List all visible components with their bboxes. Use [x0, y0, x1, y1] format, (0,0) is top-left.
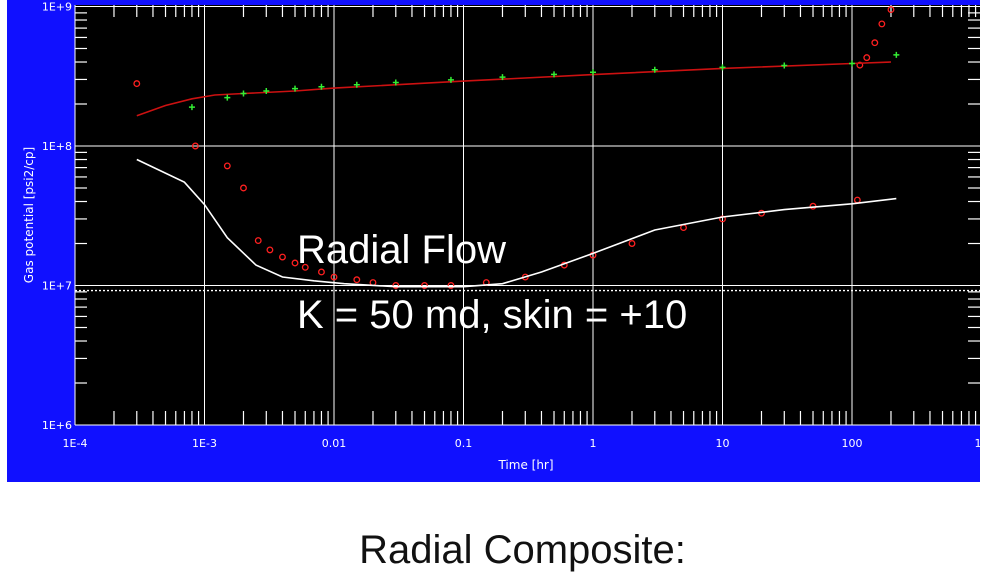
chart-panel: 1E-41E-30.010.1110100101E+61E+71E+81E+9 … — [7, 0, 980, 482]
series-derivative-points — [188, 51, 900, 111]
data-point-circle — [318, 268, 325, 276]
data-point-circle — [421, 282, 428, 289]
data-point-plus — [499, 74, 506, 81]
data-point-plus — [893, 51, 900, 58]
data-point-circle — [392, 282, 400, 289]
data-point-plus — [849, 60, 855, 67]
data-point-circle — [353, 276, 361, 284]
x-axis-title: Time [hr] — [497, 458, 553, 472]
x-tick-label: 0.01 — [322, 437, 347, 450]
minor-ticks — [75, 5, 980, 425]
data-point-circle — [871, 39, 879, 47]
data-point-circle — [254, 237, 262, 245]
pressure-change-model-line — [136, 61, 892, 117]
data-point-circle — [223, 162, 231, 170]
y-tick-label: 1E+9 — [42, 1, 72, 14]
data-point-circle — [301, 263, 309, 271]
data-point-plus — [590, 69, 596, 76]
plot-area — [75, 5, 980, 425]
data-point-circle — [863, 54, 871, 62]
x-tick-label: 1E-4 — [63, 437, 88, 450]
log-log-diagnostic-plot: 1E-41E-30.010.1110100101E+61E+71E+81E+9 … — [7, 0, 980, 482]
data-point-circle — [887, 6, 895, 14]
data-point-plus — [224, 94, 231, 101]
data-point-plus — [551, 71, 558, 78]
data-point-plus — [447, 76, 454, 83]
y-tick-label: 1E+7 — [42, 280, 72, 293]
data-point-plus — [353, 81, 360, 88]
data-point-plus — [719, 64, 726, 71]
data-point-circle — [878, 20, 886, 28]
data-point-plus — [292, 85, 299, 92]
x-tick-label: 1 — [590, 437, 597, 450]
data-point-plus — [392, 79, 399, 86]
derivative-model-line — [136, 158, 897, 288]
data-point-circle — [447, 282, 455, 289]
data-point-plus — [781, 62, 788, 69]
data-point-circle — [266, 246, 274, 254]
data-point-circle — [133, 80, 141, 88]
y-tick-label: 1E+6 — [42, 419, 72, 432]
series-pressure-change-model — [136, 61, 892, 117]
axis-labels: 1E-4 1E-3 0.01 0.1 1 10 100 10 1E+6 1E+7 1E+8 1E+9 — [42, 1, 980, 451]
x-tick-label: 1E-3 — [192, 437, 217, 450]
data-point-circle — [330, 273, 338, 281]
data-point-circle — [628, 240, 636, 247]
data-series — [133, 6, 900, 289]
data-point-plus — [188, 104, 195, 111]
annotation-radial-flow: Radial Flow — [297, 228, 506, 272]
data-point-plus — [240, 90, 247, 97]
y-axis-title: Gas potential [psi2/cp] — [22, 147, 36, 283]
data-point-plus — [263, 87, 270, 94]
slide-caption: Radial Composite: — [359, 528, 686, 572]
data-point-plus — [318, 83, 325, 90]
x-tick-label: 100 — [842, 437, 863, 450]
x-tick-label: 0.1 — [455, 437, 473, 450]
data-point-circle — [856, 61, 864, 69]
data-point-circle — [719, 215, 726, 223]
data-point-circle — [191, 142, 199, 150]
x-tick-label: 10 — [716, 437, 730, 450]
data-point-circle — [291, 259, 299, 267]
series-derivative-model — [136, 158, 897, 288]
y-tick-label: 1E+8 — [42, 140, 72, 153]
x-tick-label: 10 — [975, 437, 981, 450]
data-point-circle — [240, 184, 247, 192]
annotation-permeability-skin: K = 50 md, skin = +10 — [297, 293, 687, 337]
data-point-circle — [279, 253, 286, 261]
series-pressure-change-points — [133, 6, 895, 289]
data-point-plus — [651, 66, 658, 73]
